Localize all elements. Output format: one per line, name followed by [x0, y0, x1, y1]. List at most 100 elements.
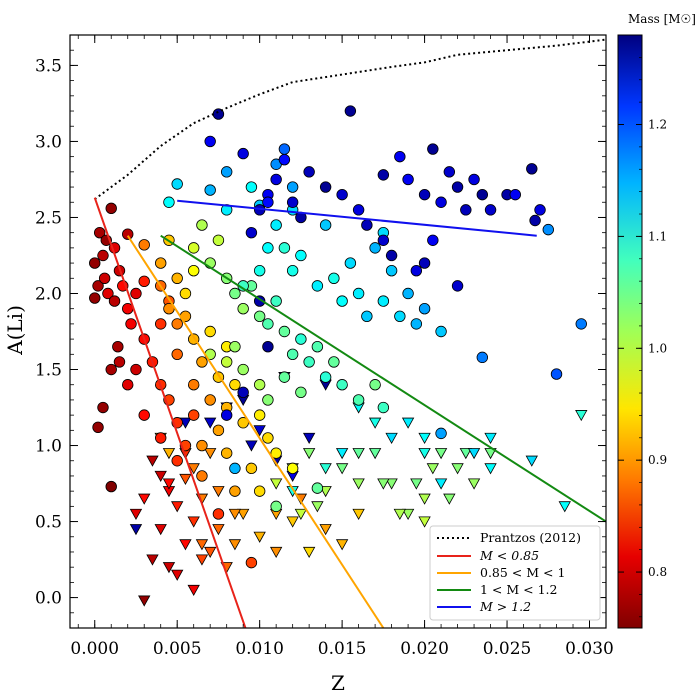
upper-limit-point	[467, 448, 481, 460]
detection-point	[171, 272, 183, 284]
upper-limit-point	[434, 448, 448, 460]
upper-limit-point	[377, 478, 390, 490]
detection-point	[410, 318, 423, 330]
detection-point	[575, 318, 587, 330]
detection-point	[155, 318, 167, 330]
upper-limit-point	[335, 463, 349, 475]
detection-point	[237, 386, 249, 399]
detection-point	[125, 318, 137, 330]
detection-point	[295, 386, 307, 399]
detection-point	[253, 485, 266, 497]
x-tick-label: 0.020	[400, 639, 449, 659]
detection-point	[443, 166, 456, 178]
detection-point	[204, 325, 216, 338]
detection-point	[212, 234, 225, 246]
legend: Prantzos (2012) M < 0.85 0.85 < M < 1 1 …	[429, 525, 601, 621]
upper-limit-point	[335, 539, 349, 551]
detection-point	[122, 379, 134, 391]
detection-point	[410, 264, 423, 277]
detection-point	[394, 150, 406, 163]
trend-line-3	[160, 234, 606, 523]
upper-limit-point	[204, 546, 217, 559]
detection-point	[336, 379, 348, 391]
upper-limit-point	[129, 524, 143, 536]
x-axis-label: Z	[331, 671, 345, 695]
detection-point	[89, 292, 101, 304]
upper-limit-point	[228, 508, 242, 521]
upper-limit-point	[443, 493, 456, 505]
detection-point	[196, 356, 208, 368]
detection-point	[187, 242, 200, 254]
detection-point	[311, 280, 324, 292]
upper-limit-point	[146, 455, 159, 467]
plot-frame	[69, 34, 607, 629]
detection-point	[262, 432, 274, 444]
detection-point	[171, 318, 183, 330]
upper-limit-point	[195, 539, 209, 551]
upper-limit-point	[335, 448, 349, 460]
detection-point	[102, 287, 114, 300]
upper-limit-point	[302, 448, 316, 460]
detection-point	[245, 556, 258, 569]
detection-point	[245, 181, 258, 193]
detection-point	[476, 188, 489, 201]
detection-point	[451, 280, 464, 292]
detection-point	[171, 455, 183, 467]
detection-point	[196, 439, 208, 452]
detection-point	[418, 302, 431, 315]
colorbar-ticks: 0.8 0.9 1.0 1.1 1.2	[618, 57, 667, 618]
upper-limit-point	[286, 516, 299, 528]
detection-point	[295, 249, 307, 262]
legend-box	[429, 525, 601, 621]
detection-point	[245, 462, 258, 475]
detection-point	[377, 169, 390, 181]
upper-limit-point	[171, 569, 184, 581]
upper-limit-point	[319, 524, 332, 536]
colorbar-tick-label: 1.1	[648, 229, 667, 243]
upper-limit-point	[434, 478, 448, 490]
upper-limit-point	[204, 448, 217, 460]
colorbar-tick-label: 0.8	[648, 565, 667, 579]
y-tick-label: 2.0	[35, 284, 62, 304]
detection-point	[113, 356, 126, 368]
detection-point	[278, 153, 291, 166]
detection-point	[328, 272, 340, 284]
upper-limit-point	[418, 432, 431, 444]
upper-limit-point	[418, 448, 431, 460]
detection-point	[253, 379, 266, 391]
detection-point	[369, 379, 381, 391]
detection-point	[262, 318, 274, 330]
upper-limit-point	[204, 417, 217, 429]
detection-point	[105, 480, 117, 493]
x-tick-label: 0.025	[483, 639, 532, 659]
detection-point	[89, 257, 101, 269]
detection-point	[270, 219, 282, 231]
upper-limit-point	[385, 432, 398, 444]
detection-point	[286, 196, 299, 208]
detection-point	[402, 173, 414, 186]
upper-limit-point	[410, 478, 423, 490]
upper-limit-point	[253, 531, 266, 543]
upper-limit-point	[245, 440, 258, 452]
detection-point	[270, 173, 282, 186]
upper-limit-point	[187, 584, 200, 597]
upper-limit-point	[212, 486, 225, 498]
detection-point	[204, 394, 216, 406]
upper-limit-point	[162, 562, 176, 574]
detection-point	[377, 234, 390, 246]
detection-point	[385, 264, 398, 277]
detection-point	[427, 143, 439, 155]
detection-point	[319, 371, 332, 383]
detection-point	[270, 295, 282, 307]
upper-limit-point	[162, 478, 176, 490]
legend-label-high-mass: M > 1.2	[479, 599, 531, 614]
colorbar-tick-label: 1.2	[648, 118, 667, 132]
detection-point	[352, 394, 365, 406]
upper-limit-point	[195, 554, 209, 566]
detection-point	[97, 401, 109, 414]
upper-limit-point	[253, 425, 266, 437]
detection-point	[286, 348, 299, 361]
detection-point	[460, 204, 472, 216]
detection-point	[377, 401, 390, 414]
